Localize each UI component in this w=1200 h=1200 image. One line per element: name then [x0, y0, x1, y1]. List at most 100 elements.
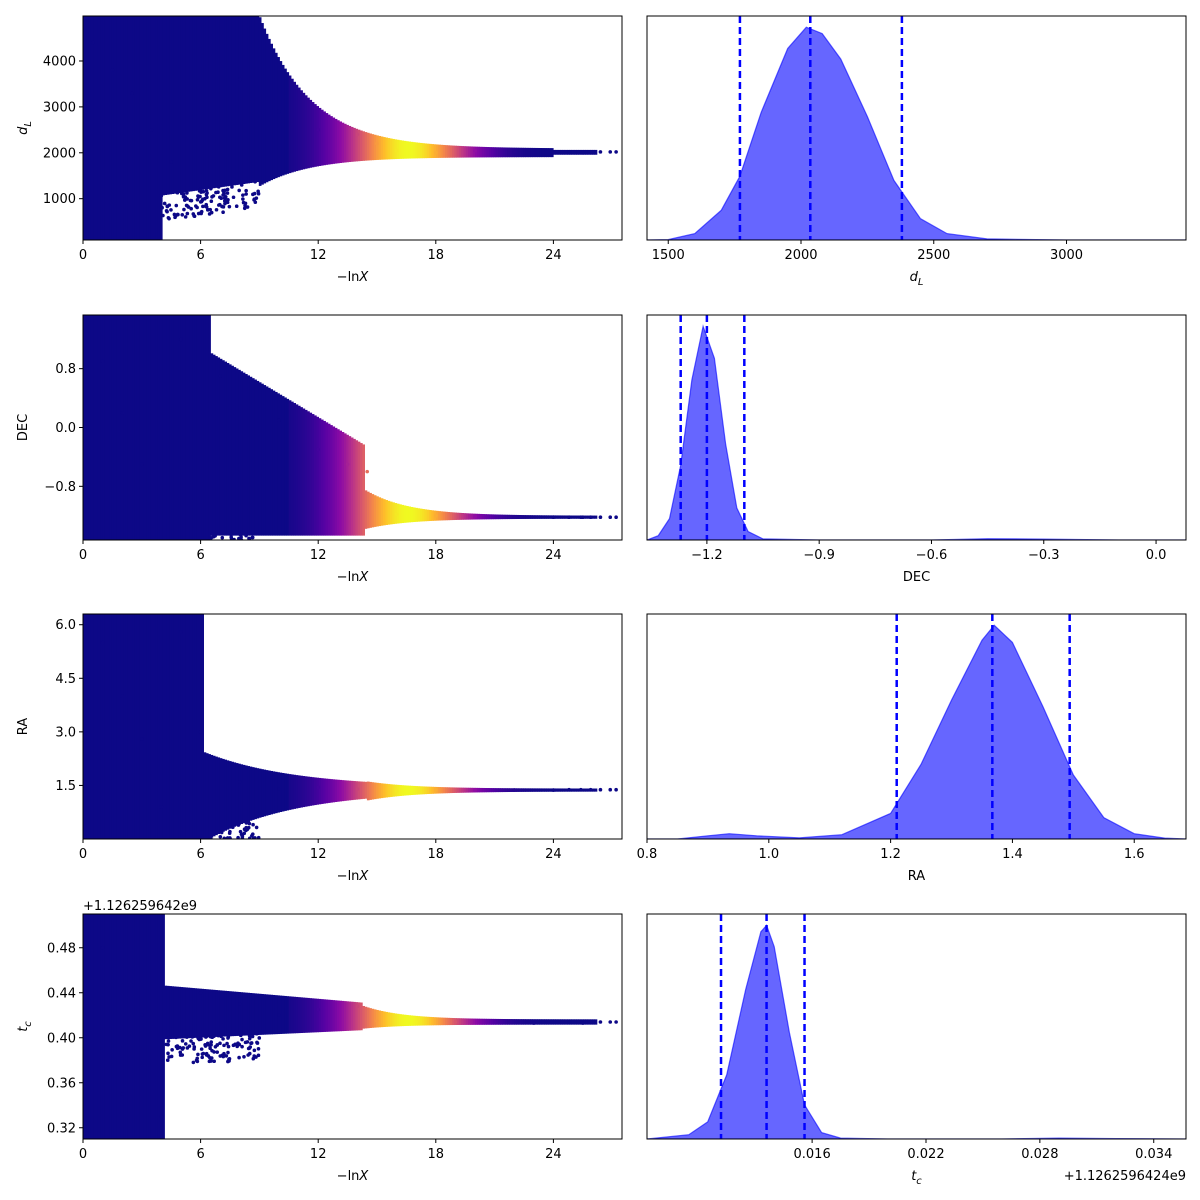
- x-tick-label: 0.016: [794, 1147, 831, 1162]
- sample-band: [544, 148, 547, 158]
- sample-band: [155, 315, 158, 540]
- sample-band: [537, 1019, 540, 1025]
- sample-band: [102, 614, 106, 839]
- sample-dot: [166, 215, 171, 220]
- sample-band: [263, 28, 267, 184]
- sample-dot: [253, 836, 257, 839]
- x-tick-label: 0: [79, 248, 87, 263]
- sample-dot: [251, 822, 255, 827]
- sample-band: [109, 914, 112, 1139]
- sample-band: [258, 993, 262, 1035]
- data-point: [512, 788, 516, 792]
- sample-band: [534, 147, 538, 158]
- sample-band: [339, 121, 342, 163]
- sample-band: [385, 137, 388, 160]
- sample-band: [525, 147, 529, 158]
- sample-band: [366, 491, 370, 529]
- sample-dot: [178, 1050, 183, 1055]
- sample-band: [125, 16, 129, 240]
- sample-dot: [191, 1060, 196, 1065]
- sample-band: [83, 914, 85, 1139]
- sample-band: [555, 1019, 559, 1025]
- y-tick-label: −0.8: [44, 480, 76, 495]
- sample-band: [251, 378, 255, 536]
- sample-band: [553, 1019, 556, 1025]
- sample-band: [318, 418, 322, 536]
- sample-band: [231, 761, 234, 828]
- sample-band: [116, 315, 119, 540]
- x-tick-label: 12: [310, 1147, 327, 1162]
- sample-band: [401, 1014, 405, 1027]
- sample-band: [399, 785, 402, 796]
- sample-band: [233, 367, 237, 536]
- sample-band: [502, 147, 506, 158]
- x-tick-label: −0.9: [803, 548, 835, 563]
- sample-band: [84, 614, 87, 839]
- data-point: [110, 68, 115, 72]
- sample-dot: [187, 1044, 192, 1048]
- sample-band: [93, 914, 96, 1139]
- offset-text: +1.126259642e9: [83, 899, 197, 914]
- sample-band: [210, 16, 214, 189]
- sample-band: [130, 614, 133, 839]
- sample-band: [212, 16, 216, 189]
- sample-band: [203, 752, 207, 839]
- sample-band: [254, 993, 257, 1036]
- sample-band: [477, 787, 480, 793]
- sample-band: [83, 16, 85, 240]
- sample-band: [139, 614, 142, 839]
- axes-frame: [82, 314, 623, 541]
- data-point: [179, 337, 183, 342]
- sample-dot: [254, 1031, 259, 1036]
- sample-dot: [237, 188, 241, 193]
- sample-band: [88, 315, 92, 540]
- sample-band: [205, 753, 209, 839]
- sample-band: [426, 1016, 430, 1026]
- sample-band: [486, 1018, 490, 1025]
- sample-band: [171, 614, 175, 839]
- sample-band: [272, 48, 276, 180]
- sample-band: [164, 985, 168, 1040]
- sample-band: [297, 87, 301, 171]
- sample-band: [268, 770, 271, 816]
- sample-band: [162, 614, 165, 839]
- sample-dot: [226, 1036, 230, 1040]
- sample-band: [548, 148, 552, 158]
- sample-band: [498, 1018, 501, 1025]
- sample-band: [242, 372, 246, 536]
- sample-dot: [192, 1047, 196, 1051]
- sample-band: [495, 147, 499, 158]
- sample-band: [440, 1017, 444, 1026]
- sample-band: [277, 57, 280, 178]
- sample-band: [557, 149, 561, 155]
- sample-band: [180, 614, 184, 839]
- sample-band: [300, 407, 303, 536]
- data-point: [198, 990, 203, 995]
- sample-dot: [182, 207, 186, 212]
- sample-band: [125, 614, 129, 839]
- data-point: [394, 512, 399, 517]
- sample-dot: [198, 200, 203, 204]
- sample-dot: [178, 1045, 182, 1050]
- sample-band: [481, 1018, 485, 1025]
- sample-band: [412, 1015, 416, 1026]
- sample-band: [286, 773, 290, 811]
- sample-dot: [208, 207, 213, 212]
- sample-band: [279, 995, 283, 1034]
- sample-dot: [218, 195, 222, 200]
- sample-band: [316, 106, 319, 167]
- sample-band: [150, 315, 154, 540]
- x-axis-label: −lnX: [337, 869, 370, 884]
- sample-band: [360, 781, 363, 800]
- sample-band: [385, 1011, 388, 1027]
- sample-band: [249, 766, 253, 821]
- sample-dot: [174, 1044, 179, 1049]
- data-point: [140, 462, 144, 467]
- sample-band: [263, 994, 267, 1035]
- x-tick-label: −0.3: [1028, 548, 1060, 563]
- sample-band: [171, 16, 175, 195]
- sample-band: [417, 1016, 421, 1026]
- data-point: [238, 780, 242, 784]
- sample-dot: [183, 215, 188, 219]
- sample-band: [493, 788, 497, 793]
